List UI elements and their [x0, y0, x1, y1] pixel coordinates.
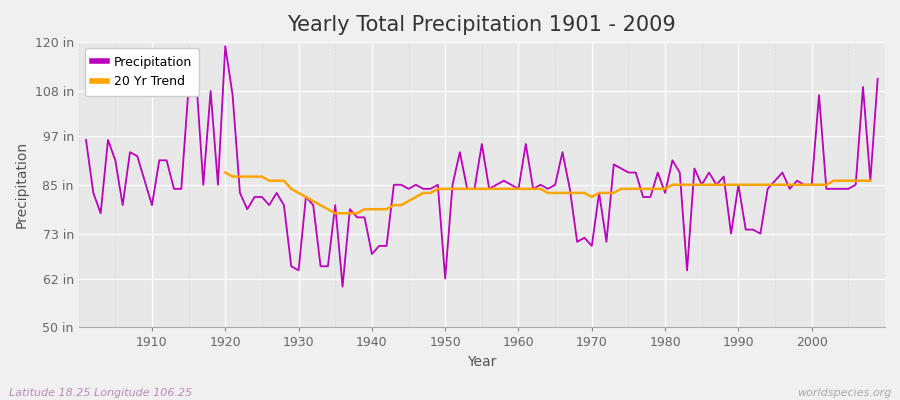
X-axis label: Year: Year: [467, 355, 497, 369]
Text: worldspecies.org: worldspecies.org: [796, 388, 891, 398]
Precipitation: [338, 284, 348, 289]
Precipitation: [81, 138, 92, 142]
Title: Yearly Total Precipitation 1901 - 2009: Yearly Total Precipitation 1901 - 2009: [287, 15, 676, 35]
Precipitation: [308, 203, 319, 208]
20 Yr Trend: [301, 194, 311, 199]
20 Yr Trend: [220, 170, 230, 175]
20 Yr Trend: [557, 190, 568, 195]
Precipitation: [527, 186, 538, 191]
20 Yr Trend: [799, 182, 810, 187]
20 Yr Trend: [476, 186, 487, 191]
Y-axis label: Precipitation: Precipitation: [15, 141, 29, 228]
Line: 20 Yr Trend: 20 Yr Trend: [225, 172, 870, 213]
20 Yr Trend: [286, 186, 297, 191]
Precipitation: [872, 76, 883, 81]
Precipitation: [140, 178, 150, 183]
Precipitation: [616, 166, 626, 171]
Text: Latitude 18.25 Longitude 106.25: Latitude 18.25 Longitude 106.25: [9, 388, 193, 398]
Line: Precipitation: Precipitation: [86, 46, 878, 287]
Precipitation: [520, 142, 531, 146]
Precipitation: [220, 44, 230, 48]
20 Yr Trend: [329, 211, 340, 216]
Precipitation: [359, 215, 370, 220]
20 Yr Trend: [359, 207, 370, 212]
Legend: Precipitation, 20 Yr Trend: Precipitation, 20 Yr Trend: [85, 48, 200, 96]
20 Yr Trend: [865, 178, 876, 183]
